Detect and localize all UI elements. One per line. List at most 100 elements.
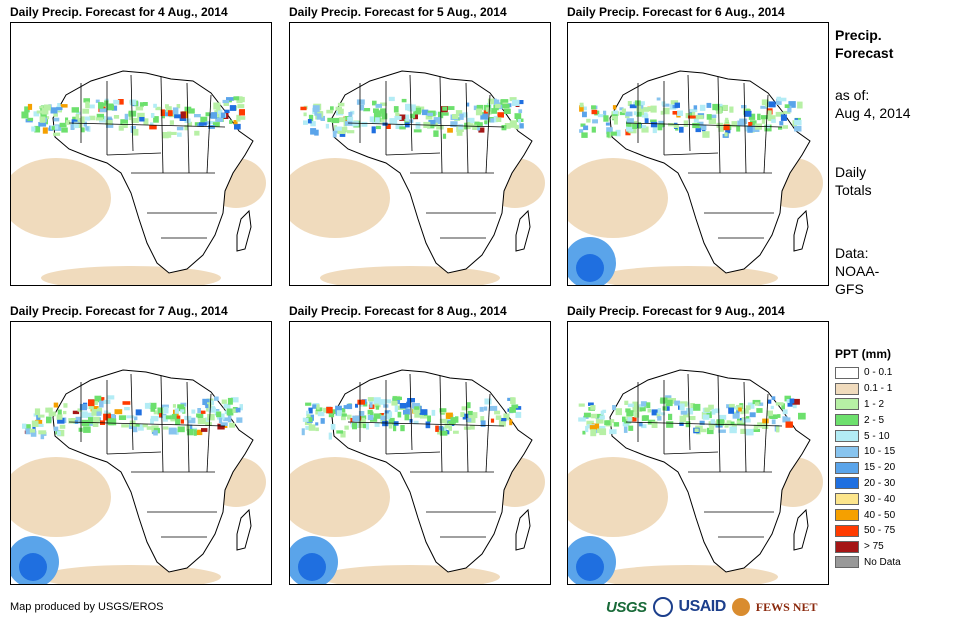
rain-cell [603,115,609,122]
rain-cell [393,424,397,432]
rain-cell [124,407,130,411]
rain-cell [666,421,674,428]
legend-item: 40 - 50 [835,507,901,523]
rain-cell [239,109,245,116]
legend-swatch [835,430,859,443]
rain-cell [195,429,203,436]
rain-cell [428,119,436,125]
sidebar-title-line: Forecast [835,45,894,61]
rain-cell [165,106,172,113]
rain-cell [600,410,605,415]
rain-cell [634,412,640,418]
rain-cell [30,430,37,437]
legend-label: 50 - 75 [864,525,896,537]
panel-title: Daily Precip. Forecast for 6 Aug., 2014 [567,5,785,19]
rain-cell [647,106,653,111]
rain-cell [706,114,712,120]
rain-cell [359,104,365,111]
legend-item: 30 - 40 [835,491,901,507]
rain-cell [743,110,752,117]
legend-swatch [835,366,859,379]
rain-cell [586,118,591,123]
light-rain-area [598,565,778,584]
rain-cell [315,422,319,426]
rain-cell [158,413,167,419]
rain-cell [99,400,104,408]
rain-cell [122,401,131,405]
rain-cell [135,409,142,416]
legend-label: > 75 [864,541,884,553]
rain-cell [644,118,649,123]
rain-cell [477,127,481,131]
rain-cell [150,122,154,126]
rain-cell [502,103,510,109]
rain-cell [223,101,229,106]
rain-cell [56,431,61,436]
rain-cell [644,114,649,120]
rain-cell [745,405,751,411]
rain-cell [490,418,495,423]
africa-map-svg [568,70,823,285]
rain-cell [771,419,776,425]
rain-cell [498,420,506,427]
africa-map-svg [568,369,823,584]
rain-cell [153,116,159,123]
rain-cell [85,102,90,109]
rain-cell [48,411,56,417]
rain-cell [400,425,405,432]
rain-cell [444,423,449,429]
rain-cell [517,117,521,123]
rain-cell [90,406,99,412]
sidebar-title: Precip. Forecast [835,26,893,62]
rain-cell [500,99,509,103]
rain-cell [53,402,59,408]
rain-cell [335,106,342,111]
rain-cell [767,115,776,122]
rain-cell [626,126,634,132]
rain-cell [223,417,230,422]
rain-cell [439,408,447,412]
light-rain-area [41,266,221,285]
rain-cell [399,126,406,130]
rain-cell [442,133,447,139]
country-border [465,381,469,473]
rain-cell [89,115,96,121]
country-border [106,451,162,455]
panel-title: Daily Precip. Forecast for 7 Aug., 2014 [10,304,228,318]
rain-cell [399,114,406,121]
rain-cell [627,417,632,423]
rain-cell [328,414,335,418]
rain-cell [450,417,456,424]
rain-cell [133,128,139,136]
rain-cell [344,425,349,430]
rain-cell [369,402,373,408]
rain-cell [670,100,679,107]
rain-cell [627,403,634,408]
rain-cell [363,108,371,112]
rain-cell [117,99,124,105]
rain-cell [448,425,452,431]
rain-cell [593,428,601,434]
rain-cell [320,418,325,424]
rain-cell [779,97,787,102]
country-border [409,373,413,451]
rain-cell [303,112,307,117]
rain-cell [731,121,738,128]
rain-cell [150,415,159,422]
rain-cell [107,395,115,400]
rain-cell [631,417,637,422]
fews-net-logo: FEWS NET [755,599,818,614]
rain-cell [373,397,381,405]
light-rain-area [598,266,778,285]
precip-legend: 0 - 0.1 0.1 - 1 1 - 2 2 - 5 5 - 10 10 - 15 15 … [835,365,901,570]
rain-cell [518,109,523,114]
rain-cell [162,415,168,422]
country-border [687,74,691,152]
legend-label: 2 - 5 [864,414,885,426]
rain-cell [381,113,388,120]
rain-cell [118,125,124,131]
rain-cell [403,408,410,415]
rain-cell [742,418,751,423]
rain-cell [224,109,230,113]
legend-item: > 75 [835,539,901,555]
